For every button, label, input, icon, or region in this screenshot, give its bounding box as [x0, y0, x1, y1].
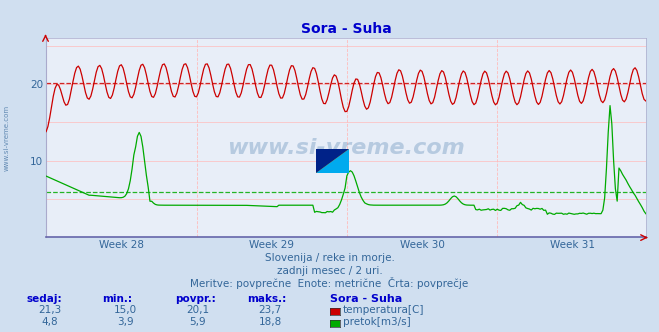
Text: 5,9: 5,9: [189, 317, 206, 327]
Text: 20,1: 20,1: [186, 305, 210, 315]
Text: 15,0: 15,0: [113, 305, 137, 315]
Polygon shape: [316, 149, 349, 173]
Text: 18,8: 18,8: [258, 317, 282, 327]
Text: sedaj:: sedaj:: [26, 294, 62, 304]
Title: Sora - Suha: Sora - Suha: [301, 22, 391, 36]
Text: zadnji mesec / 2 uri.: zadnji mesec / 2 uri.: [277, 266, 382, 276]
Text: temperatura[C]: temperatura[C]: [343, 305, 424, 315]
Text: Slovenija / reke in morje.: Slovenija / reke in morje.: [264, 253, 395, 263]
Text: 23,7: 23,7: [258, 305, 282, 315]
Text: pretok[m3/s]: pretok[m3/s]: [343, 317, 411, 327]
Text: 3,9: 3,9: [117, 317, 134, 327]
Text: www.si-vreme.com: www.si-vreme.com: [4, 105, 10, 171]
Text: www.si-vreme.com: www.si-vreme.com: [227, 138, 465, 158]
Text: povpr.:: povpr.:: [175, 294, 215, 304]
Text: 4,8: 4,8: [41, 317, 58, 327]
Text: 21,3: 21,3: [38, 305, 61, 315]
Polygon shape: [316, 149, 349, 173]
Text: maks.:: maks.:: [247, 294, 287, 304]
Text: Meritve: povprečne  Enote: metrične  Črta: povprečje: Meritve: povprečne Enote: metrične Črta:…: [190, 277, 469, 289]
Text: Sora - Suha: Sora - Suha: [330, 294, 402, 304]
Text: min.:: min.:: [102, 294, 132, 304]
